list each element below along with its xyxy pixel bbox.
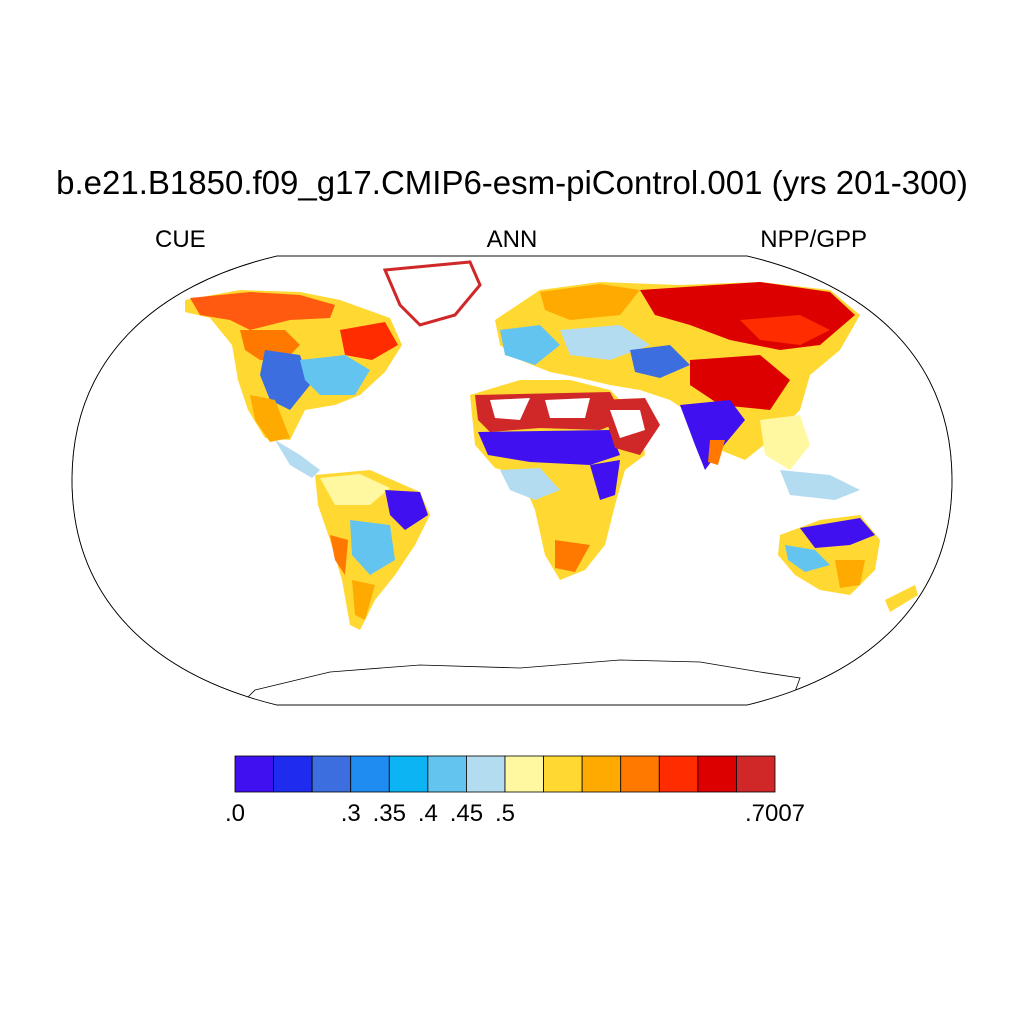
season-label: ANN <box>486 226 538 253</box>
colorbar-box <box>581 755 622 793</box>
greenland <box>382 260 482 327</box>
colorbar-box <box>658 755 699 793</box>
colorbar-box <box>427 755 467 793</box>
variable-label: CUE <box>155 226 206 253</box>
colorbar <box>234 755 776 793</box>
colorbar-box <box>388 755 429 793</box>
colorbar-tick-label: .4 <box>417 800 438 827</box>
land-field <box>185 260 918 705</box>
units-label: NPP/GPP <box>760 226 867 253</box>
colorbar-box <box>273 755 313 793</box>
colorbar-tick-label: .5 <box>494 800 516 827</box>
colorbar-box <box>234 755 274 793</box>
colorbar-box <box>620 755 660 793</box>
colorbar-box <box>736 755 776 793</box>
colorbar-box <box>504 755 544 793</box>
antarctica <box>239 659 801 705</box>
colorbar-tick-label: .7007 <box>744 800 806 827</box>
colorbar-box <box>543 755 583 793</box>
colorbar-box <box>311 755 352 793</box>
colorbar-box <box>466 755 506 793</box>
colorbar-box <box>697 755 737 793</box>
colorbar-box <box>350 755 390 793</box>
india <box>680 400 745 470</box>
colorbar-tick-label: .35 <box>372 800 406 827</box>
page-title: b.e21.B1850.f09_g17.CMIP6-esm-piControl.… <box>56 164 968 201</box>
colorbar-tick-label: .0 <box>224 800 246 827</box>
colorbar-tick-label: .45 <box>449 800 484 827</box>
colorbar-tick-label: .3 <box>340 800 361 827</box>
